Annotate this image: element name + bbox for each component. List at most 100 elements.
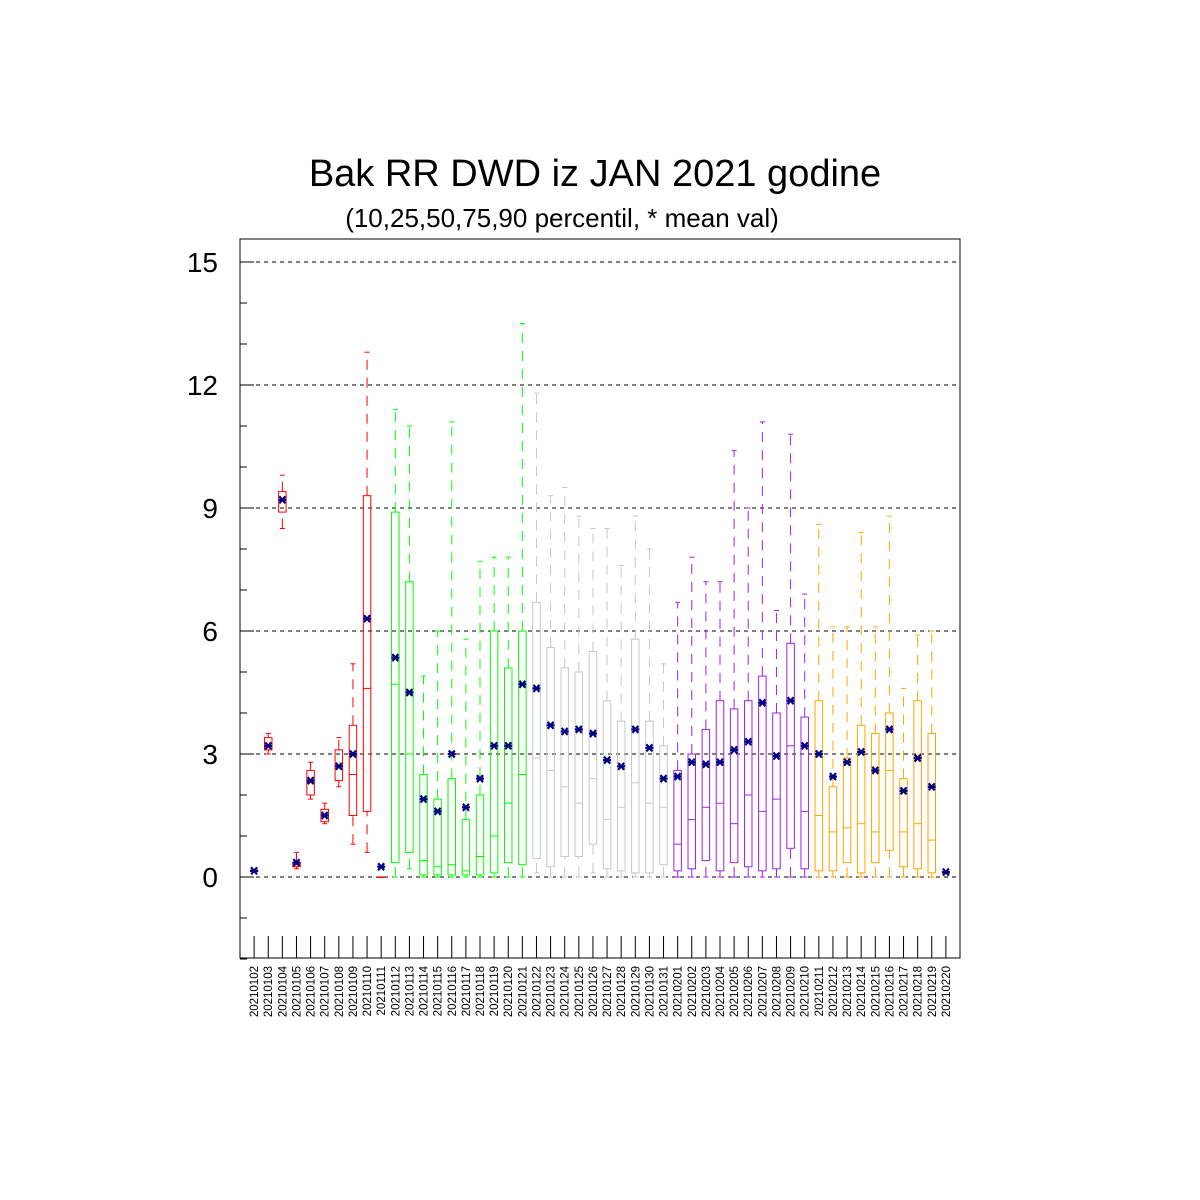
x-tick-label: 20210105 xyxy=(291,966,303,1017)
x-tick-label: 20210103 xyxy=(263,966,275,1017)
box xyxy=(560,667,569,858)
mean-marker xyxy=(574,725,583,734)
x-tick-label: 20210110 xyxy=(362,966,374,1016)
mean-marker xyxy=(786,696,795,705)
x-tick-label: 20210220 xyxy=(941,966,953,1017)
mean-marker xyxy=(673,772,682,781)
mean-marker xyxy=(885,725,894,734)
x-tick-label: 20210216 xyxy=(884,966,896,1017)
box xyxy=(885,712,894,851)
box xyxy=(532,601,541,860)
x-tick-label: 20210126 xyxy=(588,966,600,1017)
x-tick-label: 20210206 xyxy=(743,966,755,1017)
mean-marker xyxy=(588,729,597,738)
mean-markers xyxy=(250,495,950,877)
x-tick-label: 20210124 xyxy=(560,965,572,1017)
mean-marker xyxy=(800,741,809,751)
y-tick-label: 6 xyxy=(202,616,218,647)
x-tick-label: 20210129 xyxy=(630,966,642,1017)
mean-marker xyxy=(476,774,484,783)
mean-marker xyxy=(532,684,541,693)
mean-marker xyxy=(391,653,400,662)
x-tick-label: 20210122 xyxy=(531,966,543,1017)
mean-marker xyxy=(461,803,470,812)
mean-marker xyxy=(927,782,936,792)
mean-marker xyxy=(363,614,372,623)
x-tick-label: 20210123 xyxy=(546,966,558,1017)
mean-marker xyxy=(857,747,866,757)
mean-marker xyxy=(730,745,739,755)
x-tick-label: 20210115 xyxy=(433,966,445,1016)
x-tick-label: 20210217 xyxy=(899,966,911,1017)
x-tick-label: 20210207 xyxy=(757,966,769,1017)
box xyxy=(503,667,513,864)
box xyxy=(856,724,866,874)
box xyxy=(405,581,414,853)
box xyxy=(362,495,372,812)
mean-marker xyxy=(758,698,767,707)
box xyxy=(871,733,880,864)
mean-marker xyxy=(405,688,414,697)
x-tick-label: 20210125 xyxy=(574,966,586,1017)
mean-marker xyxy=(645,743,654,753)
box xyxy=(461,819,471,876)
x-tick-label: 20210202 xyxy=(687,966,699,1017)
y-tick-label: 12 xyxy=(187,370,218,401)
x-tick-label: 20210204 xyxy=(715,965,727,1017)
y-tick-labels: 0 3 6 9 12 15 xyxy=(187,247,218,893)
x-tick-label: 20210128 xyxy=(616,966,628,1017)
x-tick-label: 20210121 xyxy=(517,966,529,1017)
y-tick-label: 9 xyxy=(202,493,218,524)
box xyxy=(758,675,767,872)
box xyxy=(631,638,640,874)
mean-marker xyxy=(546,721,555,730)
mean-marker xyxy=(843,757,852,767)
box xyxy=(602,700,612,870)
mean-marker xyxy=(899,786,908,796)
x-tick-label: 20210211 xyxy=(814,966,826,1016)
mean-marker xyxy=(772,751,781,761)
x-tick-label: 20210212 xyxy=(828,966,840,1017)
mean-marker xyxy=(913,753,922,763)
boxes xyxy=(249,323,951,878)
x-tick-label: 20210201 xyxy=(673,966,685,1017)
box xyxy=(348,724,358,816)
box xyxy=(673,769,682,872)
box xyxy=(729,708,739,864)
chart-subtitle: (10,25,50,75,90 percentil, * mean val) xyxy=(345,203,779,233)
mean-marker xyxy=(617,762,626,771)
x-tick-label: 20210116 xyxy=(447,966,459,1016)
mean-marker xyxy=(744,737,753,746)
box xyxy=(715,700,725,872)
x-tick-label: 20210130 xyxy=(644,966,656,1017)
box xyxy=(263,737,273,751)
box xyxy=(743,700,753,868)
box xyxy=(701,728,711,862)
box xyxy=(913,700,922,870)
mean-marker xyxy=(306,776,315,785)
x-tick-label: 20210108 xyxy=(334,966,346,1017)
x-tick-label: 20210214 xyxy=(856,965,868,1017)
mean-marker xyxy=(828,772,837,781)
x-tick-label: 20210219 xyxy=(927,966,939,1017)
box xyxy=(518,630,527,866)
x-tick-label: 20210112 xyxy=(390,966,402,1016)
mean-marker xyxy=(419,794,428,804)
mean-marker xyxy=(603,755,612,765)
mean-marker xyxy=(433,807,442,816)
x-tick-label: 20210218 xyxy=(913,966,925,1017)
box xyxy=(447,778,457,876)
box xyxy=(278,491,287,513)
axes xyxy=(239,238,961,960)
mean-marker xyxy=(871,766,880,775)
box xyxy=(391,511,400,864)
mean-marker xyxy=(292,858,301,867)
box xyxy=(687,753,697,870)
box xyxy=(899,778,908,868)
box xyxy=(927,733,937,874)
box xyxy=(419,774,428,876)
box xyxy=(489,630,499,874)
box xyxy=(659,745,668,866)
y-tick-label: 0 xyxy=(202,862,218,893)
